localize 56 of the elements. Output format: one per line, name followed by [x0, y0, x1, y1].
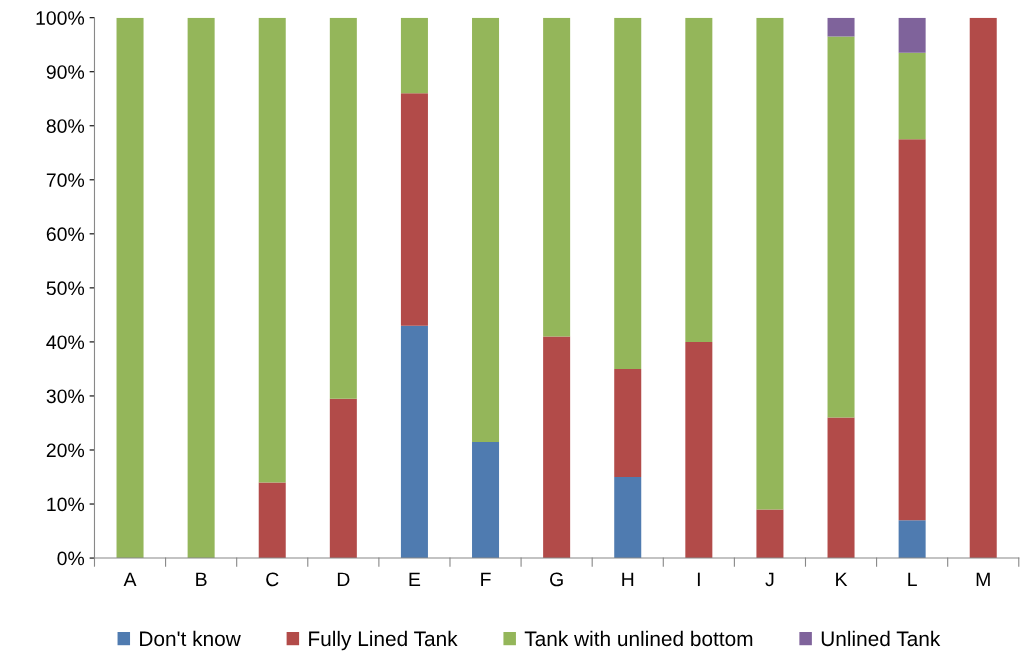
x-tick-label: H — [622, 572, 634, 587]
bar — [400, 325, 428, 559]
y-tick-label: 70% — [46, 173, 85, 188]
y-tick-label: 40% — [46, 335, 85, 350]
x-tick-label: C — [266, 572, 279, 587]
x-tick-label: E — [409, 572, 421, 587]
bar — [898, 52, 926, 140]
legend-label: Don't know — [140, 630, 241, 647]
bar — [756, 509, 784, 559]
y-tick-label: 80% — [46, 119, 85, 133]
bar — [898, 139, 926, 521]
x-tick-label: G — [550, 572, 563, 587]
legend-label: Tank with unlined bottom — [524, 630, 753, 647]
legend-label: Fully Lined Tank — [309, 630, 458, 651]
bar — [187, 17, 215, 559]
x-tick-label: J — [765, 572, 774, 587]
legend-label: Unlined Tank — [821, 630, 941, 647]
x-tick-label: M — [976, 572, 990, 587]
bar — [614, 368, 642, 477]
bar — [116, 17, 144, 559]
bar — [329, 398, 357, 559]
bar — [472, 441, 500, 559]
y-tick-label: 50% — [46, 281, 85, 296]
y-tick-label: 0% — [57, 551, 85, 566]
y-tick-label: 90% — [46, 65, 85, 79]
bar — [827, 17, 855, 37]
bar — [756, 17, 784, 510]
x-tick-label: I — [697, 572, 700, 587]
x-tick-label: A — [123, 572, 137, 587]
y-tick-label: 60% — [46, 227, 85, 242]
bar — [685, 341, 713, 559]
y-tick-label: 100% — [36, 11, 85, 25]
y-tick-label: 20% — [46, 443, 85, 458]
x-tick-label: L — [908, 572, 917, 587]
bar — [827, 36, 855, 418]
y-tick-label: 10% — [47, 497, 85, 512]
x-tick-label: B — [196, 572, 207, 587]
x-tick-label: K — [836, 572, 848, 587]
x-tick-label: F — [481, 572, 491, 587]
bar — [614, 477, 642, 559]
bar — [472, 17, 500, 442]
bar — [258, 482, 286, 559]
bar — [329, 17, 357, 399]
bar — [969, 17, 997, 559]
bar — [614, 17, 642, 369]
x-tick-label: D — [337, 572, 350, 587]
bar — [827, 417, 855, 559]
y-tick-label: 30% — [46, 389, 85, 404]
bar — [258, 17, 286, 483]
bar — [898, 520, 926, 559]
bar — [400, 93, 428, 326]
bar — [898, 17, 926, 53]
bar — [543, 17, 571, 337]
bar — [543, 336, 571, 559]
bar — [685, 17, 713, 342]
bar — [400, 17, 428, 94]
